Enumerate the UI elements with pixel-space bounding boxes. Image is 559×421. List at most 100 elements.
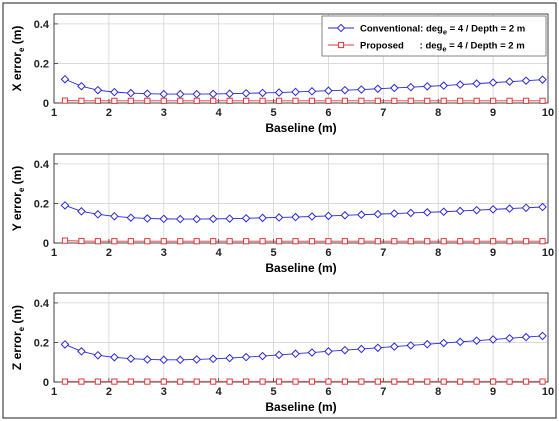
data-point-conventional	[521, 203, 531, 213]
data-point-conventional	[126, 354, 136, 363]
data-point-conventional	[488, 205, 498, 214]
data-point-conventional	[422, 208, 432, 217]
data-point-conventional	[126, 213, 136, 222]
data-point-proposed	[111, 97, 118, 104]
x-tick-label: 9	[490, 386, 496, 398]
data-point-proposed	[374, 97, 381, 104]
data-point-conventional	[340, 85, 350, 95]
data-point-proposed	[539, 238, 546, 245]
data-point-conventional	[406, 82, 416, 92]
x-tick-label: 5	[270, 386, 276, 398]
data-point-proposed	[506, 238, 513, 245]
data-point-conventional	[488, 335, 498, 344]
x-tick-label: 6	[325, 386, 331, 398]
data-point-proposed	[391, 97, 398, 104]
data-point-conventional	[324, 86, 333, 96]
data-point-conventional	[143, 355, 152, 364]
data-point-conventional	[77, 347, 86, 356]
data-point-conventional	[472, 336, 481, 345]
data-point-proposed	[259, 97, 266, 104]
data-point-conventional	[208, 214, 218, 224]
x-tick-label: 5	[270, 107, 276, 119]
data-point-conventional	[225, 89, 234, 99]
data-point-conventional	[77, 81, 86, 91]
x-tick-label: 2	[106, 107, 112, 119]
x-tick-label: 9	[490, 107, 496, 119]
data-point-proposed	[61, 97, 69, 104]
data-point-proposed	[275, 97, 283, 104]
data-point-proposed	[341, 378, 349, 385]
data-point-proposed	[358, 238, 365, 245]
y-tick-label: 0.2	[34, 337, 49, 349]
x-tick-label: 1	[51, 247, 57, 259]
data-point-proposed	[391, 378, 398, 385]
data-point-proposed	[210, 378, 217, 385]
x-tick-label: 5	[270, 247, 276, 259]
data-point-conventional	[505, 333, 514, 343]
data-point-proposed	[358, 97, 365, 104]
data-point-conventional	[422, 82, 432, 91]
data-point-proposed	[341, 97, 349, 104]
y-axis-label-main: Z error	[10, 331, 24, 370]
data-point-conventional	[291, 349, 300, 359]
data-point-conventional	[77, 207, 86, 216]
data-point-conventional	[274, 88, 284, 97]
data-point-conventional	[439, 81, 449, 90]
axes-frame	[53, 153, 549, 244]
data-point-conventional	[455, 80, 465, 89]
data-point-conventional	[175, 89, 185, 99]
data-point-conventional	[307, 87, 317, 96]
y-axis-label: Z errore (m)	[10, 305, 26, 370]
data-point-proposed	[539, 378, 546, 385]
data-point-proposed	[325, 97, 332, 104]
data-point-conventional	[373, 209, 383, 219]
data-point-proposed	[424, 238, 431, 245]
data-point-proposed	[94, 97, 102, 104]
data-point-conventional	[472, 79, 481, 88]
data-point-conventional	[93, 210, 103, 219]
x-tick-label: 7	[380, 386, 386, 398]
data-point-proposed	[292, 238, 299, 245]
data-point-conventional	[241, 213, 251, 223]
data-point-proposed	[292, 97, 299, 104]
data-point-conventional	[258, 213, 267, 223]
data-point-proposed	[210, 97, 217, 104]
x-tick-label: 1	[51, 107, 57, 119]
data-point-proposed	[522, 238, 530, 245]
legend-label-rest: = 4 / Depth = 2 m	[447, 24, 525, 35]
data-point-proposed	[144, 238, 151, 245]
data-point-proposed	[243, 378, 250, 385]
data-point-proposed	[440, 97, 447, 104]
data-point-proposed	[374, 378, 381, 385]
legend-label-main: Proposed : deg	[360, 41, 443, 52]
data-point-conventional	[488, 78, 498, 87]
data-point-proposed	[325, 238, 332, 245]
y-tick-label: 0	[43, 238, 49, 250]
legend-label-main: Conventional: deg	[360, 24, 443, 35]
data-point-conventional	[390, 209, 399, 218]
legend-label: Proposed : dege = 4 / Depth = 2 m	[360, 41, 525, 54]
data-point-proposed	[341, 238, 349, 245]
data-point-proposed	[325, 378, 332, 385]
x-tick-label: 8	[435, 247, 441, 259]
data-point-conventional	[208, 89, 218, 99]
data-point-conventional	[324, 211, 333, 221]
data-point-conventional	[93, 350, 103, 360]
x-tick-label: 9	[490, 247, 496, 259]
data-point-proposed	[308, 97, 316, 104]
data-point-conventional	[521, 76, 531, 85]
data-point-proposed	[490, 238, 497, 245]
data-point-proposed	[193, 238, 200, 245]
data-point-conventional	[538, 331, 547, 341]
data-point-conventional	[159, 89, 169, 99]
data-point-proposed	[522, 378, 530, 385]
subplot-3: 1 2 3 4 5 6 7 8 9 10 0 0.2 0.4 Baseline (m) Z errore (…	[10, 292, 554, 414]
legend-label-sub: e	[443, 28, 447, 37]
data-point-conventional	[110, 87, 119, 97]
data-point-proposed	[193, 378, 200, 385]
data-point-proposed	[61, 378, 69, 385]
data-point-proposed	[94, 238, 102, 245]
y-axis-label-main: Y error	[10, 192, 24, 231]
data-point-conventional	[357, 344, 366, 354]
